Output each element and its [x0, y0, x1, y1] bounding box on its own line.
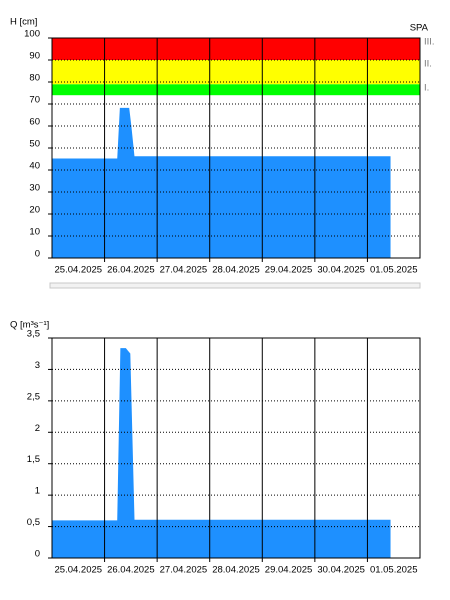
- threshold-label: I.: [424, 83, 429, 94]
- y-tick-label: 2,5: [27, 391, 40, 402]
- y-tick-label: 60: [29, 117, 40, 128]
- threshold-band: [52, 38, 420, 60]
- x-tick-label: 01.05.2025: [370, 565, 418, 576]
- y-tick-label: 10: [29, 227, 40, 238]
- x-tick-label: 25.04.2025: [55, 265, 103, 276]
- x-tick-label: 30.04.2025: [317, 565, 365, 576]
- y-tick-label: 1,5: [27, 454, 40, 465]
- y-tick-label: 2: [35, 423, 40, 434]
- x-tick-label: 29.04.2025: [265, 265, 313, 276]
- y-tick-label: 50: [29, 139, 40, 150]
- y-axis-title: Q [m³s⁻¹]: [10, 320, 49, 331]
- threshold-band: [52, 84, 420, 96]
- y-tick-label: 100: [24, 29, 40, 40]
- y-tick-label: 3,5: [27, 329, 40, 340]
- station-code: SPA: [410, 23, 429, 34]
- x-tick-label: 25.04.2025: [55, 565, 103, 576]
- x-tick-label: 01.05.2025: [370, 265, 418, 276]
- plot-frame: [51, 37, 421, 259]
- y-tick-label: 1: [35, 486, 40, 497]
- y-tick-label: 0: [35, 249, 40, 260]
- y-tick-label: 20: [29, 205, 40, 216]
- y-tick-label: 30: [29, 183, 40, 194]
- threshold-label: III.: [424, 37, 435, 48]
- y-tick-label: 3: [35, 360, 40, 371]
- x-tick-label: 27.04.2025: [160, 265, 208, 276]
- scrollbar[interactable]: [49, 282, 421, 289]
- y-tick-label: 70: [29, 95, 40, 106]
- y-tick-label: 90: [29, 51, 40, 62]
- y-axis-title: H [cm]: [10, 17, 37, 28]
- threshold-band: [52, 60, 420, 85]
- x-tick-label: 28.04.2025: [212, 265, 260, 276]
- y-tick-label: 80: [29, 73, 40, 84]
- x-tick-label: 27.04.2025: [160, 565, 208, 576]
- plot-frame: [51, 337, 421, 559]
- y-tick-label: 0: [35, 549, 40, 560]
- y-tick-label: 40: [29, 161, 40, 172]
- x-tick-label: 29.04.2025: [265, 565, 313, 576]
- y-tick-label: 0,5: [27, 517, 40, 528]
- x-tick-label: 28.04.2025: [212, 565, 260, 576]
- x-tick-label: 26.04.2025: [107, 265, 155, 276]
- x-tick-label: 30.04.2025: [317, 265, 365, 276]
- threshold-label: II.: [424, 59, 432, 70]
- x-tick-label: 26.04.2025: [107, 565, 155, 576]
